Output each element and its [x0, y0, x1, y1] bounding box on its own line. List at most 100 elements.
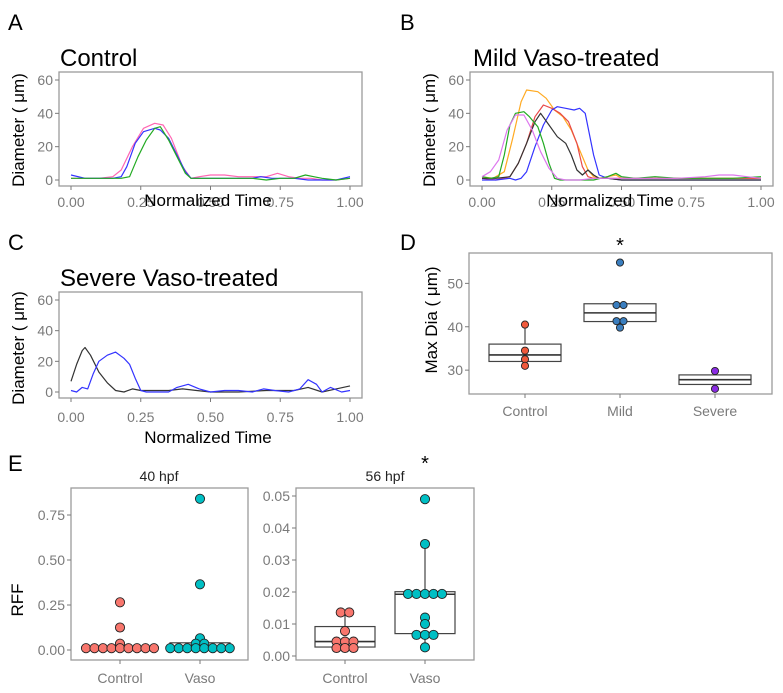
data-point	[207, 643, 218, 654]
data-point	[173, 643, 184, 654]
y-axis-title: RFF	[8, 583, 27, 616]
data-point	[123, 643, 134, 654]
y-tick-label: 0.00	[38, 642, 65, 658]
x-tick-label: 0.00	[57, 194, 84, 210]
data-point	[419, 494, 431, 505]
y-tick-label: 40	[448, 105, 464, 121]
data-point	[411, 588, 422, 599]
y-axis-title: Diameter ( μm)	[420, 73, 439, 187]
facet-56-hpf: 56 hpf * 0.00 0.01 0.02 0.03 0.04 0.05 Control Va…	[263, 453, 475, 686]
data-point	[419, 629, 431, 640]
data-point	[331, 642, 342, 654]
y-tick-label: 60	[37, 72, 53, 88]
series-line-blue	[70, 351, 351, 393]
y-axis-title: Diameter ( μm)	[9, 73, 28, 187]
data-point	[612, 317, 621, 326]
panel-title: Severe Vaso-treated	[60, 265, 278, 292]
x-tick-label: 1.00	[747, 194, 774, 210]
series-line-red	[481, 104, 761, 181]
data-point	[114, 622, 126, 633]
data-point	[339, 625, 351, 637]
data-point	[140, 643, 151, 654]
data-point	[194, 493, 206, 504]
panel-title: Control	[60, 45, 137, 72]
x-tick-label: Control	[97, 670, 142, 686]
data-point	[436, 588, 448, 599]
data-point	[344, 607, 355, 618]
x-axis-title: Normalized Time	[144, 191, 272, 210]
significance-star: *	[616, 235, 624, 257]
data-point	[335, 607, 346, 618]
y-tick-label: 0	[45, 384, 53, 400]
y-tick-label: 0.50	[38, 552, 65, 568]
data-point	[710, 384, 720, 393]
plot-frame	[295, 487, 475, 661]
series-line-orange	[481, 89, 761, 179]
x-tick-label: Control	[322, 670, 367, 686]
x-tick-label: 0.25	[538, 194, 565, 210]
y-tick-label: 40	[37, 105, 53, 121]
plot-frame	[58, 71, 363, 187]
data-point	[419, 538, 431, 550]
y-tick-label: 0.75	[38, 507, 65, 523]
panel-c: C Severe Vaso-treated 0 20 40 60 0.00 0.25 0.50 0…	[8, 230, 364, 447]
y-tick-label: 0.00	[263, 648, 290, 664]
panel-letter: B	[400, 10, 415, 35]
data-point	[612, 301, 621, 310]
y-tick-label: 20	[37, 353, 53, 369]
y-tick-label: 0.25	[38, 597, 65, 613]
data-point	[428, 588, 439, 599]
series-line-green	[71, 126, 351, 181]
significance-star: *	[421, 453, 429, 475]
y-tick-label: 40	[37, 323, 53, 339]
data-point	[165, 643, 176, 654]
x-tick-label: 0.75	[678, 194, 705, 210]
data-point	[224, 643, 235, 654]
x-tick-label: 0.25	[127, 194, 154, 210]
panel-d: D 30 40 50 Control Mild Severe Max Dia ( μm) *	[400, 230, 773, 419]
x-tick-label: Severe	[693, 403, 738, 419]
data-point	[131, 643, 143, 654]
y-tick-label: 40	[447, 319, 463, 335]
y-tick-label: 20	[37, 139, 53, 155]
data-point	[97, 643, 109, 654]
x-tick-label: 1.00	[336, 409, 363, 425]
x-tick-label: 0.50	[197, 409, 224, 425]
data-point	[520, 320, 530, 329]
data-point	[348, 642, 359, 654]
y-axis-title: Max Dia ( μm)	[422, 266, 441, 373]
series-line-violet	[481, 114, 762, 181]
y-tick-label: 50	[447, 275, 463, 291]
data-point	[190, 643, 201, 654]
y-tick-label: 0.03	[263, 552, 290, 568]
data-point	[619, 301, 628, 310]
facet-40-hpf: 40 hpf 0.00 0.25 0.50 0.75 Control Vaso	[38, 468, 249, 686]
data-point	[619, 317, 628, 326]
data-point	[520, 361, 530, 370]
x-tick-label: Mild	[607, 403, 633, 419]
x-axis-title: Normalized Time	[144, 428, 272, 447]
series-line-pink	[71, 122, 351, 181]
data-point	[148, 643, 160, 654]
y-tick-label: 0.02	[263, 584, 290, 600]
x-tick-label: Vaso	[410, 670, 441, 686]
series-line-green	[481, 111, 762, 181]
y-tick-label: 0.01	[263, 616, 290, 632]
data-point	[428, 629, 439, 640]
x-tick-label: Vaso	[185, 670, 216, 686]
data-point	[419, 618, 431, 630]
data-point	[80, 643, 92, 654]
data-point	[402, 588, 414, 599]
y-tick-label: 60	[37, 292, 53, 308]
x-tick-label: 0.00	[57, 409, 84, 425]
series-line-black	[70, 346, 351, 393]
x-tick-label: Control	[502, 403, 547, 419]
data-point	[199, 643, 210, 654]
x-tick-label: 0.00	[468, 194, 495, 210]
panel-letter: A	[8, 10, 23, 35]
plot-frame	[58, 291, 363, 399]
data-point	[419, 588, 431, 599]
y-tick-label: 0.05	[263, 488, 290, 504]
